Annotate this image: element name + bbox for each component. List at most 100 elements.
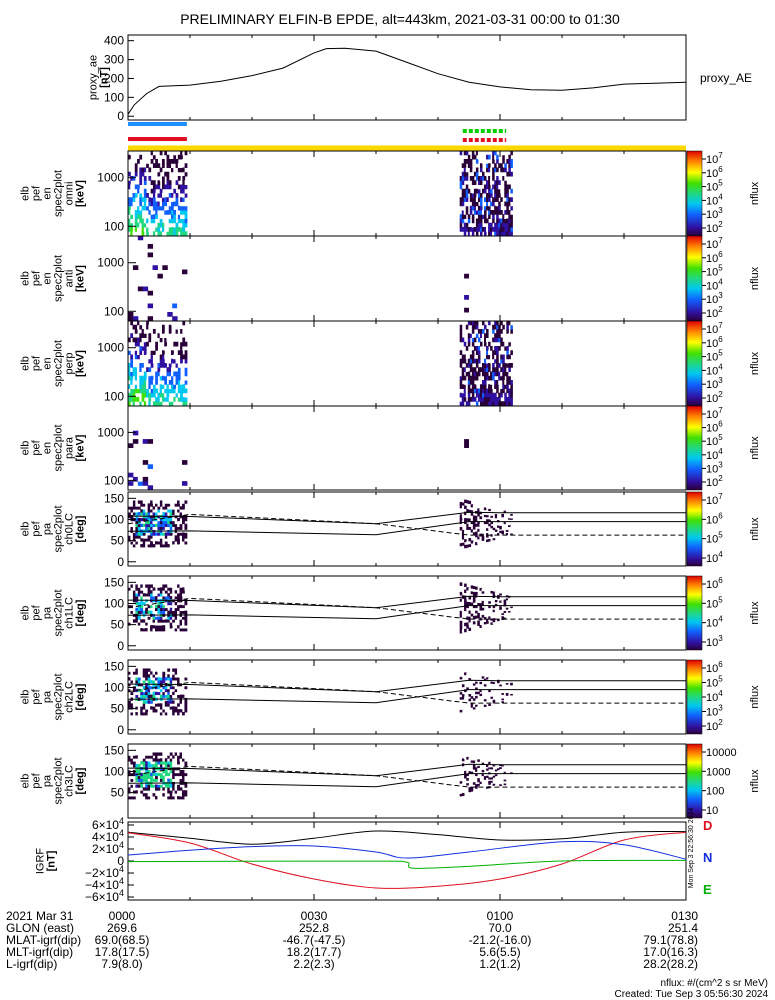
pa-cell [150, 778, 153, 782]
pa-cell [132, 790, 136, 794]
spectrogram-cell [502, 154, 505, 160]
pa-cell [135, 512, 139, 516]
pa-cell [135, 526, 139, 530]
pa-cell [169, 587, 173, 591]
pa-cell [492, 527, 496, 531]
pa-cell [501, 532, 505, 535]
pa-cell [130, 610, 134, 614]
spectrogram-cell [137, 354, 140, 360]
spectrogram-cell [159, 218, 163, 224]
colorbar-label: nflux [749, 181, 761, 205]
spectrogram-cell [484, 333, 487, 338]
colorbar-tick-label: 106 [706, 660, 723, 675]
spectrogram-cell [469, 380, 473, 385]
spectrogram-cell [173, 354, 177, 360]
pa-cell [510, 682, 513, 685]
pa-cell [490, 538, 494, 541]
spectrogram-cell [164, 384, 168, 389]
spectrogram-cell [479, 341, 483, 347]
pa-cell [169, 790, 173, 794]
spectrogram-cell [132, 193, 136, 198]
pa-cell [154, 700, 158, 704]
spectrogram-cell [481, 320, 485, 326]
pa-cell [479, 592, 483, 596]
spectrogram-cell [477, 205, 481, 211]
spectrogram-cell [166, 197, 170, 202]
pa-cell [172, 668, 176, 672]
axis-label-line: pef [31, 688, 43, 704]
pa-cell [169, 517, 173, 522]
pa-cell [128, 509, 131, 513]
pa-cell [472, 698, 476, 701]
pa-cell [159, 758, 163, 762]
spectrogram-cell [502, 388, 505, 394]
spectrogram-cell [467, 392, 471, 398]
spectrogram-cell [506, 380, 509, 385]
spectrogram-cell [469, 205, 473, 211]
pa-cell [174, 700, 178, 704]
pa-cell [159, 685, 163, 690]
spectrogram-cell [459, 392, 463, 398]
spectrogram-cell [463, 392, 467, 398]
y-tick-label: 50 [111, 786, 125, 800]
pa-cell [490, 691, 494, 694]
loss-cone-line-lower [127, 773, 686, 788]
spectrogram-cell [150, 193, 154, 198]
spectrogram-cell [161, 392, 165, 398]
spectrogram-cell [502, 188, 505, 194]
spectrogram-cell [477, 150, 481, 156]
pa-cell [137, 790, 141, 794]
pa-cell [152, 500, 156, 504]
spectrogram-cell [463, 227, 467, 232]
spectrogram-cell [459, 367, 463, 372]
spectrogram-cell [150, 375, 154, 381]
pa-cell [477, 521, 480, 525]
pa-cell [152, 604, 156, 609]
pa-cell [490, 611, 494, 615]
spectrogram-cell [508, 388, 511, 394]
colorbar-tick-label: 105 [706, 179, 723, 194]
pa-cell [164, 772, 168, 777]
pa-cell [142, 793, 146, 797]
spectrogram-cell [461, 401, 465, 406]
pa-cell [135, 680, 139, 684]
pa-cell [169, 769, 173, 774]
pa-cell [164, 668, 168, 672]
pa-cell [154, 512, 158, 516]
pa-cell [152, 544, 156, 548]
pa-cell [475, 767, 478, 770]
pa-cell [494, 510, 498, 513]
spectrogram-cell [132, 439, 139, 444]
spectrogram-cell [143, 380, 147, 385]
spectrogram-cell [137, 468, 144, 474]
colorbar-label: nflux [749, 436, 761, 460]
pa-cell [510, 516, 513, 519]
spectrogram-cell [479, 333, 483, 338]
spectrogram-cell [155, 231, 158, 236]
spectrogram-cell [147, 464, 154, 469]
pa-cell [492, 531, 496, 535]
spectrogram-cell [475, 346, 479, 351]
spectrogram-cell [465, 346, 469, 351]
pa-cell [150, 685, 153, 690]
spectrogram-cell [130, 227, 134, 232]
pa-cell [130, 625, 134, 629]
spectrogram-cell [463, 171, 467, 177]
pa-cell [475, 507, 478, 511]
spectrogram-cell [146, 367, 149, 372]
spectrogram-cell [184, 363, 188, 368]
pa-cell [140, 694, 144, 698]
spectrogram-cell [164, 337, 168, 343]
spectrogram-cell [467, 371, 471, 377]
spectrogram-cell [465, 367, 469, 372]
spectrogram-cell [486, 180, 489, 185]
spectrogram-cell [130, 363, 134, 368]
pa-cell [152, 590, 156, 594]
pa-cell [481, 588, 485, 592]
pa-cell [135, 584, 139, 588]
pa-cell [475, 702, 478, 705]
spectrogram-cell [166, 350, 170, 355]
spectrogram-cell [484, 337, 487, 343]
spectrogram-cell [461, 358, 465, 364]
spectrogram-cell [463, 159, 467, 164]
